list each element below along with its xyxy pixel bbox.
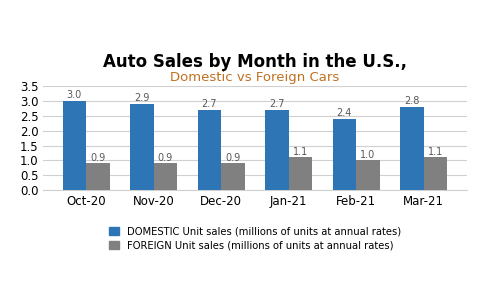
Text: 1.1: 1.1 [427,147,442,157]
Bar [153,163,177,190]
Bar [399,107,423,190]
Text: 0.9: 0.9 [157,153,173,162]
Bar [423,158,446,190]
Bar [62,101,86,190]
Bar [332,119,356,190]
Text: 3.0: 3.0 [67,90,82,100]
Legend: DOMESTIC Unit sales (millions of units at annual rates), FOREIGN Unit sales (mil: DOMESTIC Unit sales (millions of units a… [108,226,400,251]
Bar [86,163,109,190]
Bar [197,110,221,190]
Text: 1.1: 1.1 [292,147,308,157]
Text: 0.9: 0.9 [225,153,240,162]
Bar [130,104,153,190]
Bar [221,163,244,190]
Text: 2.8: 2.8 [403,96,419,106]
Text: 2.9: 2.9 [134,93,149,103]
Text: 2.7: 2.7 [269,99,284,109]
Text: 2.7: 2.7 [201,99,216,109]
Bar [264,110,288,190]
Text: 2.4: 2.4 [336,108,351,118]
Text: 0.9: 0.9 [90,153,106,162]
Text: Domestic vs Foreign Cars: Domestic vs Foreign Cars [170,71,339,84]
Text: 1.0: 1.0 [360,149,375,160]
Bar [288,158,312,190]
Bar [356,160,379,190]
Title: Auto Sales by Month in the U.S.,: Auto Sales by Month in the U.S., [103,53,406,71]
